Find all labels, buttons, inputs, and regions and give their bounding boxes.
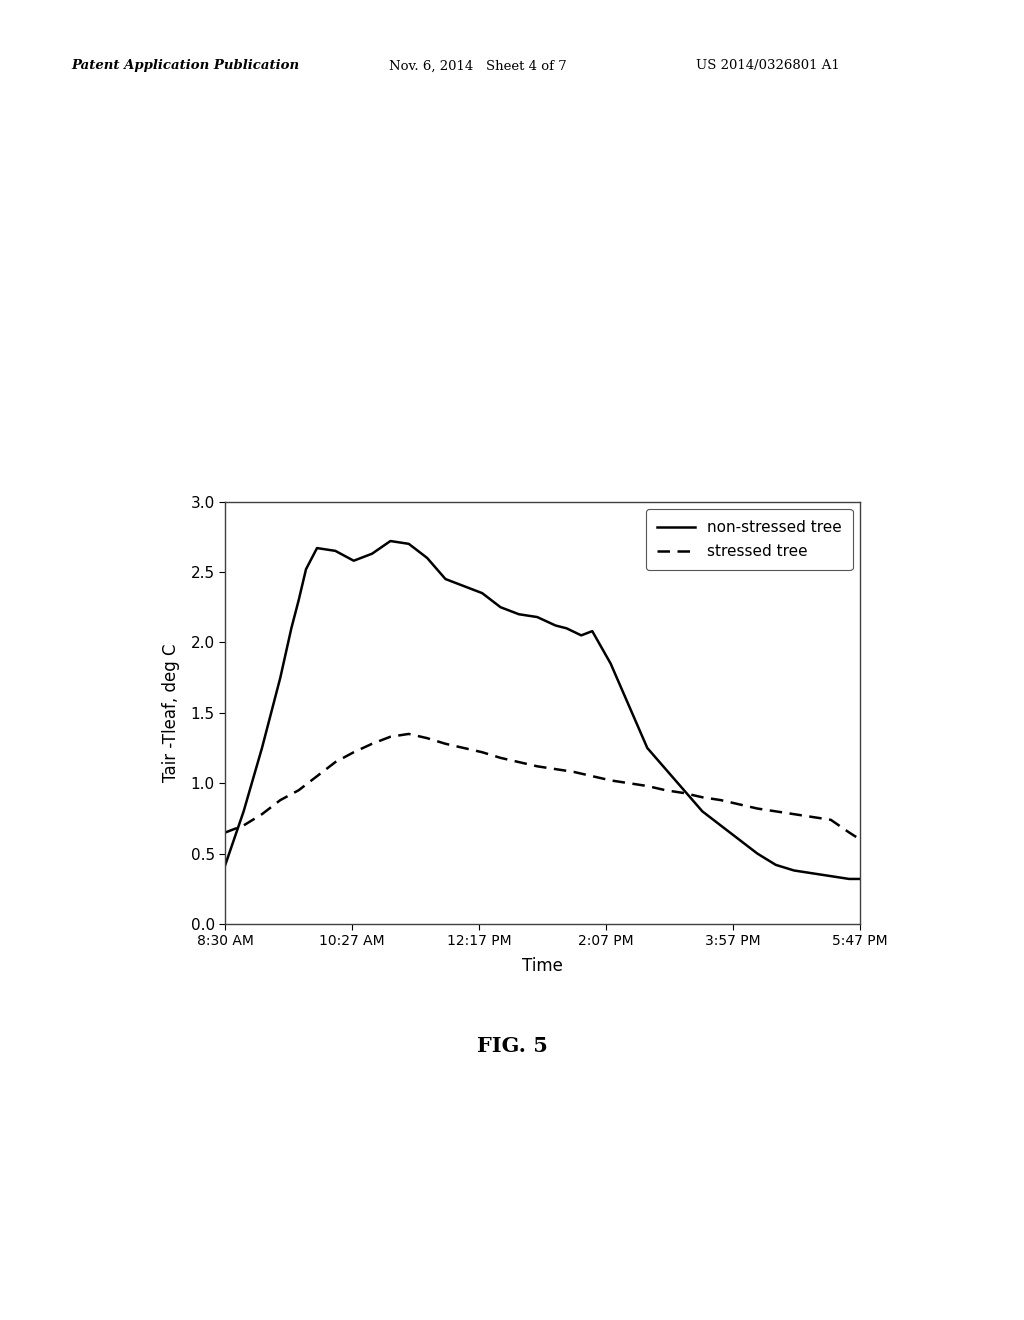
X-axis label: Time: Time (522, 957, 563, 974)
Text: Nov. 6, 2014   Sheet 4 of 7: Nov. 6, 2014 Sheet 4 of 7 (389, 59, 567, 73)
Legend: non-stressed tree, stressed tree: non-stressed tree, stressed tree (646, 510, 853, 570)
Y-axis label: Tair -Tleaf, deg C: Tair -Tleaf, deg C (162, 644, 179, 781)
Text: FIG. 5: FIG. 5 (476, 1036, 548, 1056)
Text: US 2014/0326801 A1: US 2014/0326801 A1 (696, 59, 840, 73)
Text: Patent Application Publication: Patent Application Publication (72, 59, 300, 73)
